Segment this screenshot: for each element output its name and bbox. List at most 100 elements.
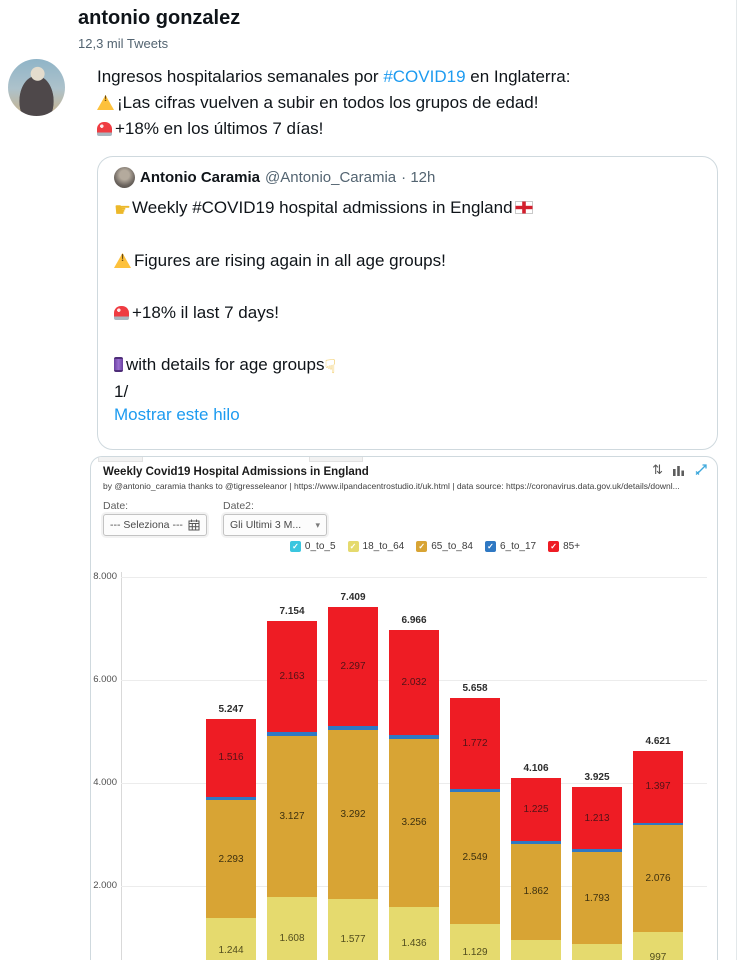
bar-segment-65_to_84: 1.862 <box>511 843 561 940</box>
bar-total-label: 5.658 <box>462 682 488 694</box>
tweet-line-3: +18% en los últimos 7 días! <box>97 116 722 142</box>
quoted-line-4: with details for age groups☟ <box>114 353 701 377</box>
bar-total-label: 4.621 <box>645 736 671 748</box>
bar-segment-85+: 1.213 <box>572 786 622 850</box>
legend-label: 6_to_17 <box>499 541 537 552</box>
quoted-line-1-text: Weekly #COVID19 hospital admissions in E… <box>132 198 513 217</box>
quoted-tweet-body: ☛Weekly #COVID19 hospital admissions in … <box>114 196 701 426</box>
stacked-bar: 2.297 3.292 1.577 <box>328 607 378 960</box>
bar-chart-icon <box>673 466 684 476</box>
bar-segment-18_to_64 <box>511 939 561 960</box>
bar-segment-18_to_64: 1.608 <box>267 897 317 960</box>
legend-label: 18_to_64 <box>362 541 405 552</box>
thread-icon <box>114 357 123 372</box>
bar-segment-65_to_84: 3.292 <box>328 729 378 900</box>
legend-item-65_to_84: ✓ 65_to_84 <box>416 541 473 552</box>
cropped-ui-remnant <box>309 457 363 462</box>
show-thread-link[interactable]: Mostrar este hilo <box>114 405 240 424</box>
quoted-line-3-text: +18% il last 7 days! <box>132 303 279 322</box>
date-filter-label: Date: <box>103 500 129 512</box>
warning-icon <box>114 253 131 268</box>
date2-filter-dropdown[interactable]: Gli Ultimi 3 M... ▾ <box>223 514 327 536</box>
legend-item-18_to_64: ✓ 18_to_64 <box>347 541 405 552</box>
quoted-line-2: Figures are rising again in all age grou… <box>114 249 701 272</box>
date-filter-value: --- Seleziona --- <box>110 519 183 531</box>
bar-segment-6_to_17 <box>267 731 317 737</box>
tweet-author-avatar[interactable] <box>8 59 65 116</box>
point-right-icon: ☛ <box>114 200 132 221</box>
bar-segment-85+: 1.225 <box>511 777 561 841</box>
england-flag-icon <box>514 201 533 214</box>
bar-segment-6_to_17 <box>389 734 439 739</box>
bar-segment-85+: 2.297 <box>328 607 378 726</box>
bar-segment-6_to_17 <box>633 822 683 826</box>
legend-checkbox: ✓ <box>484 541 496 552</box>
bar-segment-18_to_64: 1.436 <box>389 906 439 960</box>
quoted-line-2-text: Figures are rising again in all age grou… <box>134 251 446 270</box>
profile-tweet-count: 12,3 mil Tweets <box>78 36 169 51</box>
tweet-line-1-pre: Ingresos hospitalarios semanales por <box>97 67 384 86</box>
bar-segment-85+: 2.032 <box>389 630 439 735</box>
tweet-line-1: Ingresos hospitalarios semanales por #CO… <box>97 64 722 90</box>
bar-total-label: 5.247 <box>218 703 244 715</box>
stacked-bar: 1.213 1.793 <box>572 786 622 960</box>
stacked-bar: 2.163 3.127 1.608 <box>267 620 317 960</box>
bar-segment-6_to_17 <box>206 796 256 801</box>
calendar-icon <box>188 519 200 531</box>
legend-item-85+: ✓ 85+ <box>548 541 580 552</box>
timeline-column-border <box>736 0 737 960</box>
legend-label: 85+ <box>563 541 581 552</box>
quoted-line-3: +18% il last 7 days! <box>114 301 701 324</box>
stacked-bar: 1.772 2.549 1.129 <box>450 697 500 960</box>
quoted-tweet-time: · 12h <box>401 169 436 186</box>
stacked-bar: 2.032 3.256 1.436 <box>389 630 439 960</box>
quoted-author-avatar[interactable] <box>114 167 135 188</box>
profile-name: antonio gonzalez <box>78 7 241 29</box>
stacked-bar: 1.397 2.076 997 <box>633 751 683 960</box>
legend-item-6_to_17: ✓ 6_to_17 <box>484 541 537 552</box>
bar-segment-18_to_64 <box>572 944 622 960</box>
chart-toolbar: ⇅ <box>652 462 708 478</box>
bar-segment-85+: 1.397 <box>633 751 683 823</box>
quoted-author-name: Antonio Caramia <box>140 169 261 186</box>
warning-icon <box>97 95 114 110</box>
bar-total-label: 7.154 <box>279 605 305 617</box>
siren-icon <box>97 122 112 136</box>
bar-segment-18_to_64: 1.244 <box>206 918 256 960</box>
bar-total-label: 7.409 <box>340 592 366 604</box>
date-filter-input[interactable]: --- Seleziona --- <box>103 514 207 536</box>
chevron-down-icon: ▾ <box>315 519 320 530</box>
bar-segment-18_to_64: 1.577 <box>328 899 378 960</box>
y-tick-label: 8.000 <box>93 571 117 582</box>
tweet-line-2: ¡Las cifras vuelven a subir en todos los… <box>97 90 722 116</box>
bar-total-label: 6.966 <box>401 615 427 627</box>
chart-image-card[interactable]: Weekly Covid19 Hospital Admissions in En… <box>90 456 718 960</box>
quoted-author-handle: @Antonio_Caramia <box>265 169 397 186</box>
quoted-tweet-header: Antonio Caramia @Antonio_Caramia · 12h <box>114 167 701 188</box>
legend-checkbox: ✓ <box>548 541 560 552</box>
chart-subtitle: by @antonio_caramia thanks to @tigressel… <box>103 481 680 491</box>
tweet-line-1-post: en Inglaterra: <box>465 67 571 86</box>
tweet-line-3-text: +18% en los últimos 7 días! <box>115 119 324 138</box>
bar-segment-65_to_84: 2.549 <box>450 792 500 924</box>
bar-segment-18_to_64: 997 <box>633 932 683 960</box>
legend-checkbox: ✓ <box>289 541 301 552</box>
hashtag-link[interactable]: #COVID19 <box>383 67 466 86</box>
show-thread-row: Mostrar este hilo <box>114 403 701 426</box>
grid-line <box>121 577 707 578</box>
bar-segment-65_to_84: 3.127 <box>267 736 317 898</box>
quoted-line-5: 1/ <box>114 382 129 401</box>
bar-segment-18_to_64: 1.129 <box>450 923 500 960</box>
siren-icon <box>114 306 129 320</box>
bar-segment-6_to_17 <box>328 725 378 730</box>
point-down-icon: ☟ <box>324 357 337 378</box>
stacked-bar: 1.516 2.293 1.244 <box>206 718 256 960</box>
bar-segment-6_to_17 <box>450 788 500 793</box>
bar-segment-85+: 1.772 <box>450 697 500 789</box>
bar-segment-6_to_17 <box>572 849 622 852</box>
sort-icon: ⇅ <box>652 462 663 477</box>
y-axis-line <box>121 572 122 960</box>
quoted-tweet-card[interactable]: Antonio Caramia @Antonio_Caramia · 12h ☛… <box>97 156 718 450</box>
bar-segment-65_to_84: 3.256 <box>389 738 439 907</box>
legend-label: 0_to_5 <box>304 541 336 552</box>
